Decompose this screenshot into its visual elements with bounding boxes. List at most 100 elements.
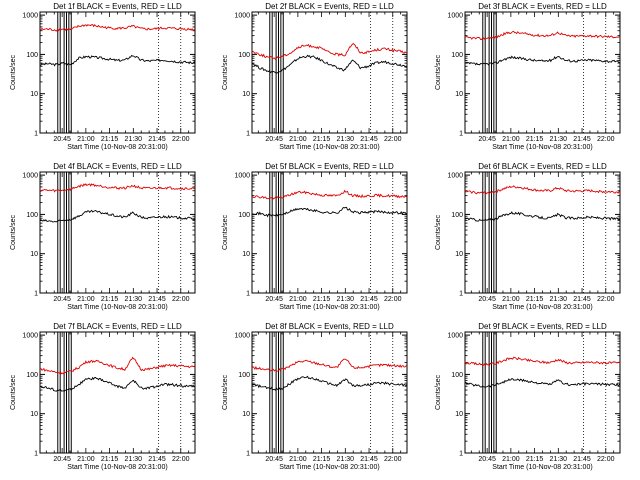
y-axis-label: Counts/sec <box>10 374 17 410</box>
x-tick-label: 21:45 <box>148 296 166 303</box>
x-tick-label: 22:00 <box>597 136 615 143</box>
series-line-lld <box>251 42 408 60</box>
x-tick-label: 22:00 <box>384 296 402 303</box>
series-line-lld <box>464 356 621 367</box>
x-axis-label: Start Time (10-Nov-08 20:31:00) <box>492 144 592 151</box>
series-line-lld <box>464 185 621 195</box>
y-tick-label: 10 <box>30 251 38 258</box>
x-tick-label: 21:15 <box>313 456 331 463</box>
chart-title: Det 9f BLACK = Events, RED = LLD <box>478 322 607 331</box>
series-line-events <box>251 206 408 218</box>
y-tick-label: 1000 <box>447 333 463 340</box>
x-axis-label: Start Time (10-Nov-08 20:31:00) <box>67 144 167 151</box>
x-tick-label: 21:15 <box>526 456 544 463</box>
y-tick-label: 100 <box>26 52 38 59</box>
x-tick-label: 21:30 <box>337 296 355 303</box>
y-tick-label: 10 <box>455 91 463 98</box>
y-tick-label: 1 <box>459 291 463 298</box>
x-tick-label: 21:45 <box>148 136 166 143</box>
x-axis-label: Start Time (10-Nov-08 20:31:00) <box>279 464 379 471</box>
x-tick-label: 21:00 <box>77 136 95 143</box>
x-tick-label: 21:30 <box>337 136 355 143</box>
y-tick-label: 10 <box>30 91 38 98</box>
x-tick-label: 21:30 <box>337 456 355 463</box>
y-axis-label: Counts/sec <box>222 214 229 250</box>
series-line-events <box>251 375 408 392</box>
y-axis-label: Counts/sec <box>10 54 17 90</box>
x-tick-label: 21:00 <box>77 296 95 303</box>
plot-frame <box>464 11 621 134</box>
x-tick-label: 21:45 <box>573 296 591 303</box>
chart-title: Det 7f BLACK = Events, RED = LLD <box>53 322 182 331</box>
y-tick-label: 10 <box>242 251 250 258</box>
x-tick-label: 21:15 <box>101 296 119 303</box>
x-tick-label: 21:45 <box>148 456 166 463</box>
y-tick-label: 1 <box>246 131 250 138</box>
x-tick-label: 21:30 <box>550 296 568 303</box>
x-axis-label: Start Time (10-Nov-08 20:31:00) <box>67 304 167 311</box>
y-tick-label: 100 <box>26 212 38 219</box>
series-line-lld <box>39 183 196 193</box>
chart-panel-5: Det 5f BLACK = Events, RED = LLD 1 10 100 10… <box>222 162 408 311</box>
x-tick-label: 20:45 <box>53 296 71 303</box>
plot-frame <box>251 171 408 294</box>
x-tick-label: 20:45 <box>265 136 283 143</box>
x-tick-label: 21:30 <box>125 136 143 143</box>
series-line-events <box>39 54 196 67</box>
x-tick-label: 21:30 <box>550 136 568 143</box>
x-tick-label: 22:00 <box>384 456 402 463</box>
series-line-events <box>39 376 196 392</box>
chart-title: Det 2f BLACK = Events, RED = LLD <box>265 2 394 11</box>
chart-panel-6: Det 6f BLACK = Events, RED = LLD 1 10 100 10… <box>435 162 621 311</box>
y-tick-label: 1000 <box>234 13 250 20</box>
y-tick-label: 100 <box>451 52 463 59</box>
y-axis-label: Counts/sec <box>222 374 229 410</box>
chart-panel-8: Det 8f BLACK = Events, RED = LLD 1 10 100 10… <box>222 322 408 471</box>
y-tick-label: 1 <box>34 291 38 298</box>
x-axis-label: Start Time (10-Nov-08 20:31:00) <box>279 144 379 151</box>
y-tick-label: 1000 <box>447 173 463 180</box>
x-tick-label: 21:00 <box>502 296 520 303</box>
plot-frame <box>39 11 196 134</box>
series-line-events <box>39 209 196 223</box>
x-tick-label: 20:45 <box>478 136 496 143</box>
x-tick-label: 21:15 <box>313 296 331 303</box>
chart-panel-9: Det 9f BLACK = Events, RED = LLD 1 10 100 10… <box>435 322 621 471</box>
x-tick-label: 21:30 <box>125 296 143 303</box>
y-tick-label: 1000 <box>447 13 463 20</box>
chart-title: Det 6f BLACK = Events, RED = LLD <box>478 162 607 171</box>
chart-title: Det 3f BLACK = Events, RED = LLD <box>478 2 607 11</box>
x-tick-label: 21:15 <box>101 456 119 463</box>
plot-frame <box>464 171 621 294</box>
x-tick-label: 21:45 <box>573 136 591 143</box>
chart-panel-1: Det 1f BLACK = Events, RED = LLD 1 10 100 10… <box>10 2 196 151</box>
chart-title: Det 4f BLACK = Events, RED = LLD <box>53 162 182 171</box>
x-tick-label: 22:00 <box>172 296 190 303</box>
x-tick-label: 20:45 <box>53 456 71 463</box>
y-tick-label: 1000 <box>22 333 38 340</box>
x-tick-label: 20:45 <box>478 296 496 303</box>
x-tick-label: 21:30 <box>550 456 568 463</box>
series-line-lld <box>464 31 621 41</box>
y-tick-label: 100 <box>238 372 250 379</box>
x-tick-label: 22:00 <box>597 296 615 303</box>
series-line-events <box>251 54 408 74</box>
x-tick-label: 21:45 <box>360 296 378 303</box>
y-tick-label: 100 <box>238 212 250 219</box>
x-axis-label: Start Time (10-Nov-08 20:31:00) <box>492 304 592 311</box>
y-axis-label: Counts/sec <box>222 54 229 90</box>
x-tick-label: 21:15 <box>101 136 119 143</box>
y-axis-label: Counts/sec <box>10 214 17 250</box>
y-tick-label: 1000 <box>234 333 250 340</box>
x-axis-label: Start Time (10-Nov-08 20:31:00) <box>279 304 379 311</box>
series-line-events <box>464 378 621 388</box>
x-tick-label: 21:15 <box>313 136 331 143</box>
chart-title: Det 1f BLACK = Events, RED = LLD <box>53 2 182 11</box>
y-tick-label: 1000 <box>22 173 38 180</box>
x-tick-label: 21:00 <box>502 136 520 143</box>
x-tick-label: 21:30 <box>125 456 143 463</box>
y-tick-label: 1 <box>34 131 38 138</box>
x-tick-label: 21:00 <box>502 456 520 463</box>
x-tick-label: 20:45 <box>53 136 71 143</box>
x-tick-label: 21:00 <box>289 456 307 463</box>
